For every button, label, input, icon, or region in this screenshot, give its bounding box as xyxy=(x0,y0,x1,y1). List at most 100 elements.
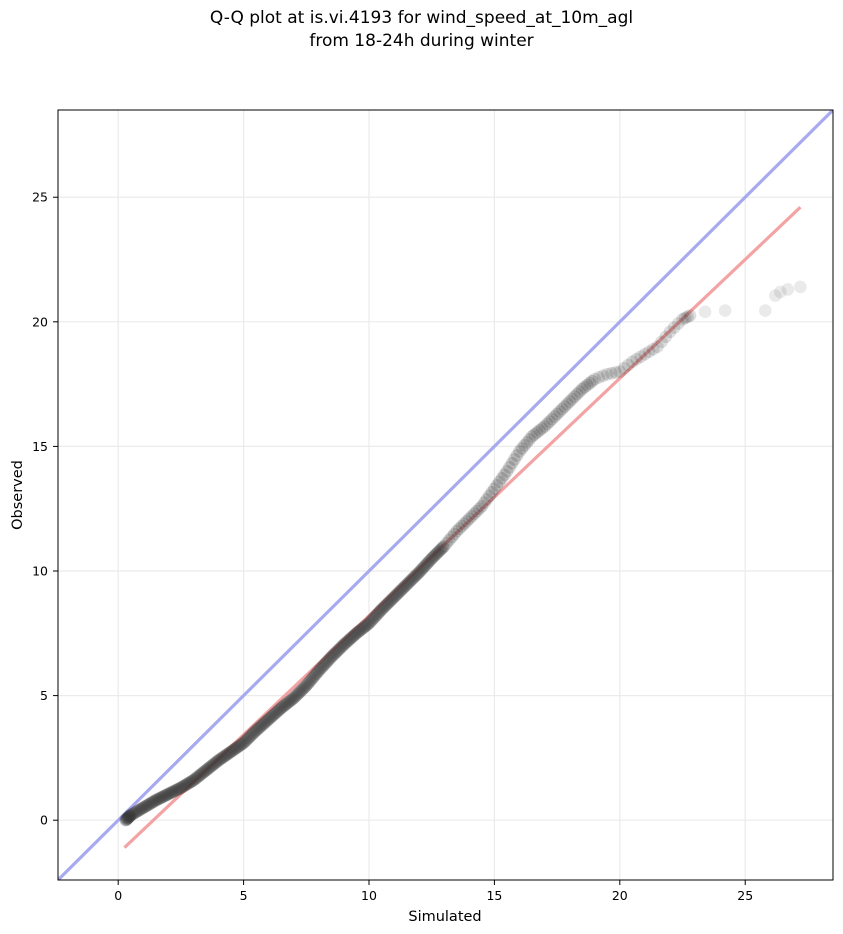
data-point xyxy=(340,635,353,649)
data-point xyxy=(769,289,782,302)
data-point xyxy=(302,676,316,689)
data-point xyxy=(277,699,291,713)
data-point xyxy=(513,445,526,458)
data-point xyxy=(183,776,196,789)
data-point xyxy=(154,791,168,805)
data-point xyxy=(136,801,150,815)
data-point xyxy=(377,600,391,614)
data-point xyxy=(143,797,156,811)
data-point xyxy=(394,584,407,598)
data-point xyxy=(215,751,229,765)
x-tick-label: 20 xyxy=(612,888,628,903)
data-point xyxy=(263,711,277,725)
x-tick-label: 10 xyxy=(361,888,377,903)
data-point xyxy=(213,753,227,766)
data-point xyxy=(234,738,248,751)
data-point xyxy=(659,330,673,344)
data-point xyxy=(331,644,344,658)
data-point xyxy=(141,798,155,812)
data-point xyxy=(321,654,334,668)
data-point xyxy=(221,747,234,761)
plot-frame xyxy=(57,109,834,881)
data-point xyxy=(485,485,499,499)
data-point xyxy=(437,539,451,553)
data-point xyxy=(387,590,401,604)
data-point xyxy=(259,715,273,728)
data-point xyxy=(315,661,328,675)
data-point xyxy=(209,756,223,769)
data-point xyxy=(123,809,137,823)
data-point xyxy=(573,385,586,398)
data-point xyxy=(332,643,346,656)
data-point xyxy=(122,810,136,824)
data-point xyxy=(264,710,278,724)
data-point xyxy=(219,748,233,762)
data-point xyxy=(308,668,322,682)
data-point xyxy=(129,805,143,819)
data-point xyxy=(361,618,375,631)
data-point xyxy=(229,741,243,755)
data-point xyxy=(313,663,327,676)
data-point xyxy=(123,809,137,823)
data-point xyxy=(646,342,660,356)
data-point xyxy=(540,417,554,431)
data-point xyxy=(399,579,412,593)
data-point xyxy=(224,745,238,758)
data-point xyxy=(258,716,272,729)
data-point xyxy=(199,764,213,777)
data-point xyxy=(128,806,141,820)
data-point xyxy=(555,402,569,416)
data-point xyxy=(243,730,257,744)
data-point xyxy=(148,794,161,808)
data-point xyxy=(174,781,188,795)
data-point xyxy=(718,304,732,317)
data-point xyxy=(262,712,275,726)
data-point xyxy=(281,696,294,710)
data-point xyxy=(249,724,263,737)
data-point xyxy=(322,653,336,667)
data-point xyxy=(271,705,284,718)
data-point xyxy=(210,755,224,768)
data-point xyxy=(217,750,230,764)
data-point xyxy=(488,482,501,496)
x-tick-label: 15 xyxy=(486,888,502,903)
data-point xyxy=(498,468,511,482)
reference-line xyxy=(58,110,833,880)
data-point xyxy=(473,502,486,516)
data-point xyxy=(301,677,314,691)
data-point xyxy=(247,726,260,740)
data-point xyxy=(121,811,135,824)
data-point xyxy=(425,552,439,565)
data-point xyxy=(145,796,159,809)
data-point xyxy=(237,736,250,750)
data-point xyxy=(155,790,169,804)
data-point xyxy=(197,766,210,779)
data-point xyxy=(338,637,352,650)
data-point xyxy=(676,313,689,326)
data-point xyxy=(642,345,656,359)
data-point xyxy=(173,782,186,795)
data-point xyxy=(223,746,237,759)
data-point xyxy=(198,765,212,778)
data-point xyxy=(505,457,519,470)
data-point xyxy=(296,683,309,696)
data-point xyxy=(120,812,134,825)
data-point xyxy=(177,780,190,793)
data-point xyxy=(570,387,584,401)
data-point xyxy=(165,785,179,799)
data-point xyxy=(253,720,267,734)
data-point xyxy=(228,742,242,756)
data-point xyxy=(681,310,694,324)
data-point xyxy=(208,757,222,770)
data-point xyxy=(218,749,232,763)
data-point xyxy=(426,551,440,564)
data-point xyxy=(781,283,795,296)
data-point xyxy=(411,567,425,580)
data-point xyxy=(548,410,561,423)
data-point xyxy=(500,465,514,478)
data-point xyxy=(291,688,304,701)
data-point xyxy=(392,585,406,599)
data-point xyxy=(535,422,549,435)
data-point xyxy=(774,285,787,299)
data-point xyxy=(412,565,426,579)
